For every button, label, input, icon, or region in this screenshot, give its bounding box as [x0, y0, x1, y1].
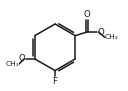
Text: F: F	[52, 77, 58, 86]
Text: O: O	[83, 10, 90, 19]
Text: CH₃: CH₃	[105, 34, 119, 40]
Text: CH₃: CH₃	[5, 61, 19, 67]
Text: O: O	[97, 28, 104, 37]
Text: O: O	[19, 54, 25, 63]
